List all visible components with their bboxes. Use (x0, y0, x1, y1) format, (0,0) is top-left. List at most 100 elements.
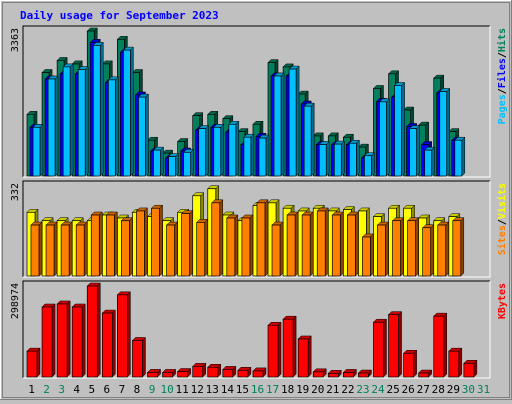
bar-sites-day-18 (286, 211, 299, 277)
series-kbytes (26, 282, 478, 378)
x-tick-label-day-8: 8 (134, 383, 141, 396)
bar-sites-day-22-side (355, 211, 359, 277)
bar-pages-day-9 (152, 146, 165, 177)
bar-pages-day-22-face (349, 142, 357, 177)
bar-sites-day-13-face (211, 202, 221, 277)
bar-pages-day-6-side (115, 76, 119, 177)
bar-pages-day-21-face (333, 143, 342, 177)
bar-pages-day-27 (424, 146, 436, 177)
bar-kbytes-day-22 (342, 368, 357, 378)
bar-sites-day-2-side (53, 221, 58, 277)
x-tick-label-day-9: 9 (149, 383, 156, 396)
bar-sites-day-15-side (249, 214, 254, 277)
bar-pages-day-28-face (439, 91, 448, 177)
bar-sites-day-5 (90, 211, 103, 277)
bar-pages-day-5-side (100, 41, 104, 177)
legend-separator: / (497, 52, 508, 58)
bar-pages-day-8-side (145, 93, 149, 177)
bar-pages-day-7 (122, 46, 134, 177)
bar-sites-day-20 (316, 207, 329, 277)
bar-sites-day-19-side (309, 211, 314, 277)
bar-sites-day-7-face (121, 220, 130, 277)
legend-entry: Pages (497, 94, 508, 124)
bar-pages-day-2-side (54, 75, 59, 177)
bar-sites-day-16-side (264, 199, 269, 277)
bar-pages-day-18-face (288, 68, 297, 177)
bar-sites-day-21-face (331, 214, 341, 277)
bar-pages-day-11-side (190, 148, 194, 177)
bar-kbytes-day-25-face (388, 314, 399, 378)
bar-pages-day-26 (409, 124, 421, 177)
x-tick-label-day-20: 20 (311, 383, 324, 396)
bar-sites-day-22 (346, 211, 359, 277)
bar-kbytes-day-1-face (26, 350, 38, 378)
bar-pages-day-23-face (364, 155, 372, 177)
bar-sites-day-29-face (452, 220, 462, 277)
bar-kbytes-day-5-side (97, 282, 101, 378)
x-tick-label-day-19: 19 (296, 383, 309, 396)
bar-kbytes-day-19-side (307, 335, 312, 378)
bar-pages-day-13-face (213, 126, 222, 177)
bar-sites-day-7 (120, 217, 133, 277)
bar-sites-day-8-face (136, 210, 145, 277)
x-tick-label-day-7: 7 (119, 383, 126, 396)
legend-entry: KBytes (497, 283, 508, 319)
bar-sites-day-8 (135, 207, 149, 277)
bar-sites-day-6 (105, 211, 118, 277)
bar-sites-day-3-face (60, 224, 70, 277)
bar-pages-day-1 (32, 123, 44, 177)
bar-kbytes-day-13-face (207, 366, 219, 378)
bar-pages-day-17 (273, 72, 285, 177)
bar-sites-day-13 (211, 199, 224, 277)
bar-pages-day-12-side (205, 124, 209, 177)
bar-kbytes-day-12-face (192, 365, 204, 378)
inner-frame (2, 2, 510, 398)
bar-sites-day-21-side (340, 211, 344, 277)
bar-pages-day-7-face (123, 49, 131, 177)
bar-kbytes-day-5 (86, 282, 101, 378)
y-max-label: 332 (10, 183, 21, 201)
bar-sites-day-1 (30, 221, 43, 277)
bar-kbytes-day-3-side (66, 300, 71, 378)
bar-pages-day-6-face (107, 79, 116, 177)
bar-sites-day-7-side (129, 217, 133, 277)
x-tick-label-day-12: 12 (191, 383, 204, 396)
bar-pages-day-21-side (341, 140, 345, 177)
x-tick-label-day-22: 22 (341, 383, 354, 396)
bar-sites-day-19-face (301, 214, 311, 277)
panel-border-light (23, 181, 491, 278)
bar-kbytes-day-8 (131, 336, 147, 378)
bar-kbytes-day-25-side (398, 310, 402, 378)
panel-border-dark (22, 25, 490, 177)
legend-entry: Visits (496, 183, 508, 219)
bar-kbytes-day-10-face (162, 372, 173, 378)
bar-sites-day-15 (241, 214, 254, 277)
x-tick-label-day-21: 21 (326, 383, 339, 396)
bar-pages-day-21 (333, 140, 345, 177)
bar-sites-day-1-side (38, 221, 43, 277)
series-pages (32, 41, 466, 177)
bar-sites-day-29 (452, 217, 465, 277)
bar-pages-day-27-side (431, 146, 435, 177)
bar-sites-day-1-face (30, 224, 40, 277)
x-tick-label-day-3: 3 (58, 383, 65, 396)
bar-pages-day-16 (258, 134, 270, 177)
bar-kbytes-day-29 (448, 347, 463, 378)
y-max-label: 3363 (10, 28, 21, 52)
bar-kbytes-day-26-face (403, 352, 414, 378)
bar-sites-day-20-face (316, 210, 326, 277)
bar-sites-day-29-side (460, 217, 465, 277)
bar-kbytes-day-4 (71, 303, 86, 378)
bar-pages-day-22-side (356, 139, 360, 177)
bar-pages-day-3-side (69, 63, 74, 177)
y-max-label: 298974 (10, 283, 21, 319)
bar-kbytes-day-17 (267, 321, 282, 378)
chart-title: Daily usage for September 2023 (20, 9, 219, 22)
bar-pages-day-19 (303, 102, 315, 177)
x-tick-label-day-4: 4 (73, 383, 80, 396)
bar-sites-day-28-side (445, 221, 449, 277)
bar-pages-day-15-side (250, 133, 255, 177)
bar-kbytes-day-14 (222, 365, 237, 378)
panel-kbytes: 298974 KBytes (10, 280, 508, 379)
legend-separator: / (497, 219, 508, 225)
